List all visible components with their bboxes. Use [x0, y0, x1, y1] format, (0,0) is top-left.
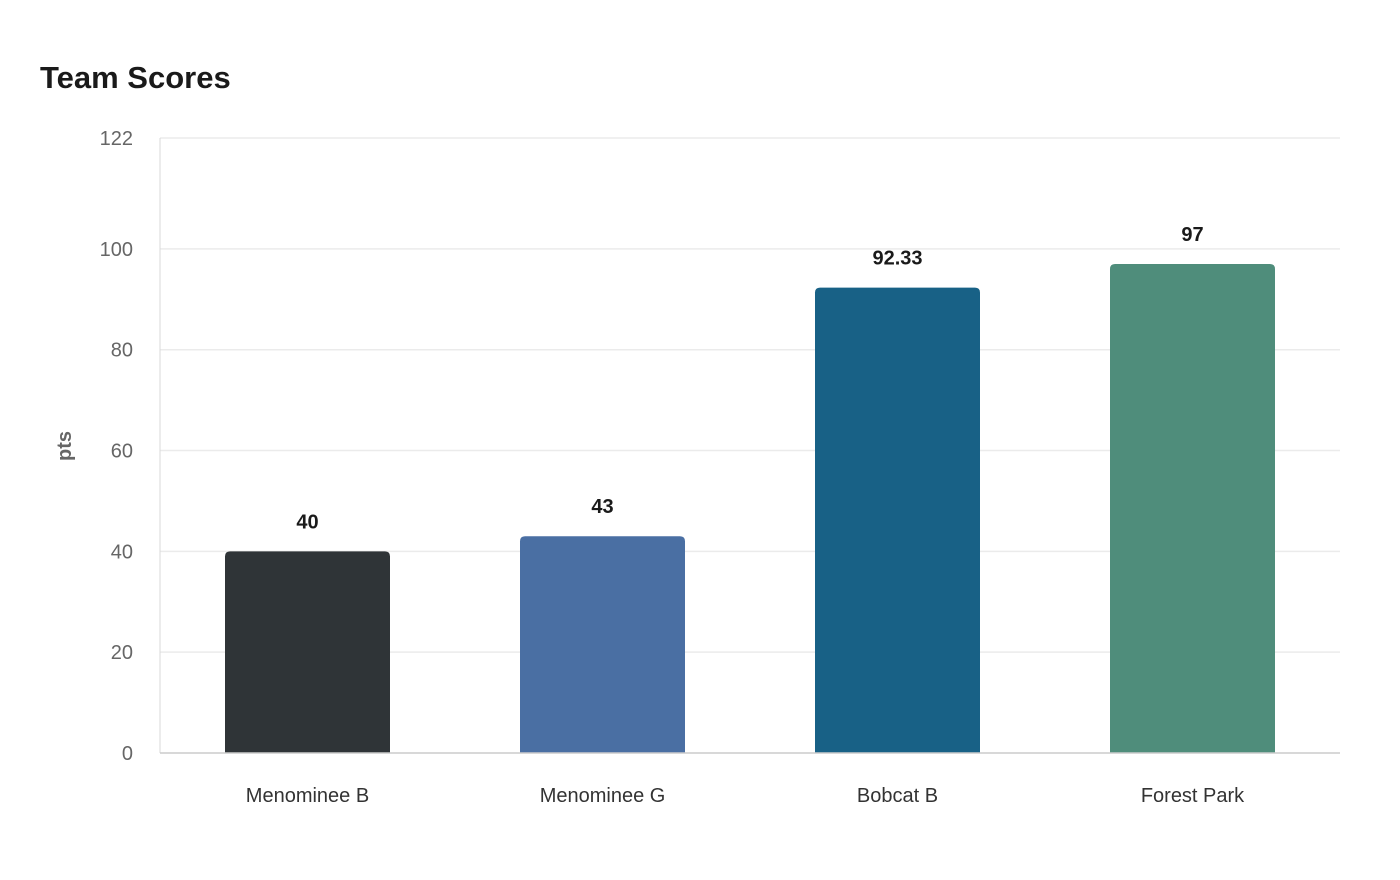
data-labels: 40 43 92.33 97: [296, 224, 1203, 533]
y-tick-label: 122: [100, 128, 133, 150]
y-tick-label: 100: [100, 239, 133, 261]
bar: [520, 536, 685, 753]
y-tick-label: 60: [111, 441, 133, 463]
y-axis-title: pts: [54, 431, 76, 461]
y-tick-label: 40: [111, 541, 133, 563]
bars: [225, 264, 1275, 753]
chart-title: Team Scores: [40, 60, 231, 95]
y-tick-label: 0: [122, 743, 133, 765]
data-label: 43: [591, 496, 613, 518]
bar: [225, 551, 390, 753]
x-tick-label: Bobcat B: [857, 785, 938, 807]
x-tick-label: Menominee B: [246, 785, 369, 807]
y-axis-ticks: 0 20 40 60 80 100 122: [100, 128, 133, 765]
data-label: 92.33: [872, 248, 922, 270]
y-tick-label: 80: [111, 340, 133, 362]
y-tick-label: 20: [111, 642, 133, 664]
category-labels: Menominee B Menominee G Bobcat B Forest Par…: [246, 785, 1245, 807]
data-label: 97: [1181, 224, 1203, 246]
bar: [815, 287, 980, 753]
data-label: 40: [296, 511, 318, 533]
bar: [1110, 264, 1275, 753]
x-tick-label: Forest Park: [1141, 785, 1245, 807]
x-tick-label: Menominee G: [540, 785, 666, 807]
